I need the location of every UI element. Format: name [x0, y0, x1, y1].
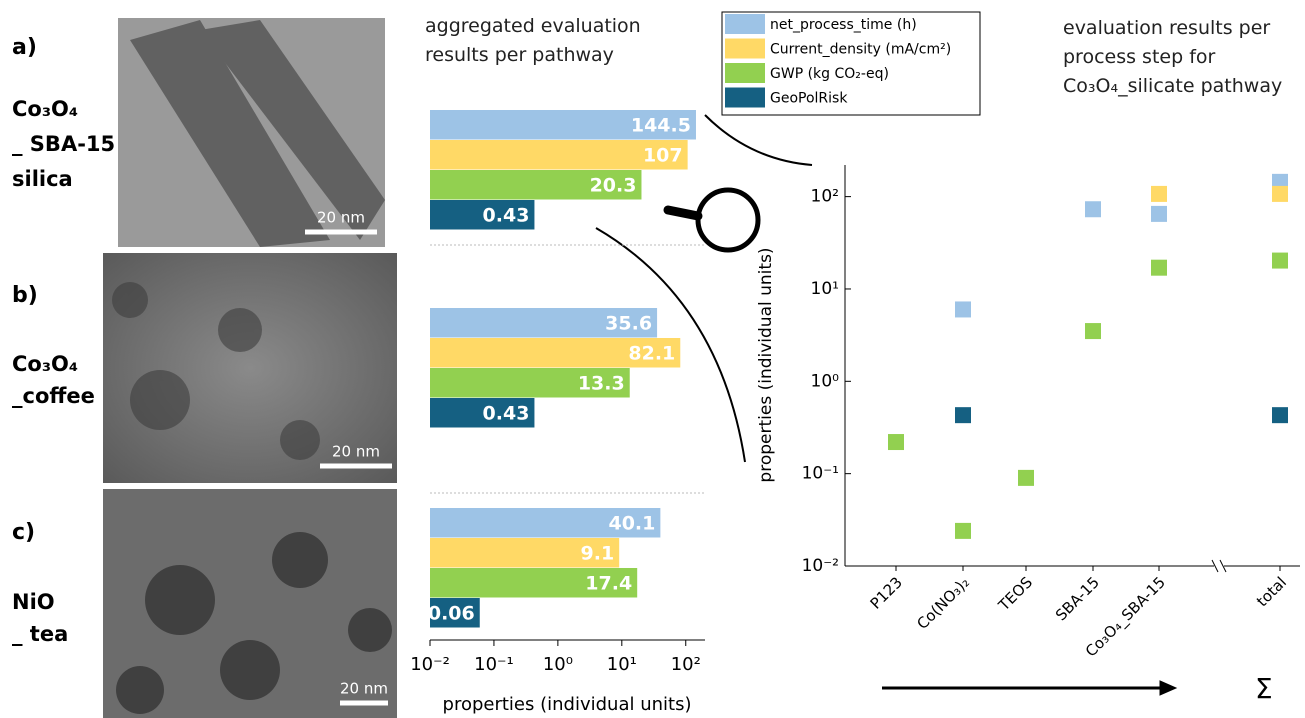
value-label: 144.5	[631, 114, 691, 136]
value-label: 9.1	[581, 542, 615, 564]
x-tick-label: Co(NO₃)₂	[913, 573, 973, 633]
legend-swatch	[725, 63, 765, 83]
sum-symbol: Σ	[1255, 672, 1273, 705]
point	[888, 434, 904, 451]
scale-bar-label: 20 nm	[317, 209, 365, 227]
panel-name: Co₃O₄	[12, 352, 78, 376]
panel-name: _coffee	[12, 384, 95, 408]
y-axis-label: properties (individual units)	[756, 247, 776, 482]
tem-image	[103, 253, 397, 483]
point	[1151, 185, 1167, 202]
bar	[430, 200, 535, 230]
bar	[430, 308, 658, 338]
bar	[430, 398, 535, 428]
bar	[430, 508, 661, 538]
value-label: 17.4	[585, 572, 632, 594]
y-tick-label: 10⁻¹	[802, 464, 839, 484]
legend-swatch	[725, 87, 765, 108]
y-tick-label: 10²	[811, 187, 839, 207]
x-axis-label: properties (individual units)	[443, 694, 692, 715]
panel-name: Co₃O₄	[12, 97, 78, 121]
panel-label: b)	[12, 283, 38, 308]
scale-bar-label: 20 nm	[340, 680, 388, 698]
value-label: 107	[643, 144, 683, 166]
value-label: 40.1	[608, 512, 655, 534]
panel-name: NiO	[12, 590, 55, 614]
legend-label: net_process_time (h)	[770, 17, 917, 33]
value-label: 20.3	[590, 174, 637, 196]
scale-bar-label: 20 nm	[332, 443, 380, 461]
x-tick-label: 10⁻¹	[474, 654, 514, 675]
point	[955, 522, 971, 539]
bar	[430, 338, 681, 368]
panel-name: _ SBA-15	[12, 132, 115, 156]
value-label: 82.1	[628, 342, 675, 364]
panel-label: c)	[12, 520, 35, 545]
legend-swatch	[725, 14, 765, 34]
x-tick-label: 10⁻²	[410, 654, 450, 675]
point	[1085, 201, 1101, 218]
legend-swatch	[725, 38, 765, 59]
panel-name: silica	[12, 167, 73, 191]
value-label: 0.43	[483, 204, 530, 226]
bar-title: aggregated evaluation results per pathwa…	[425, 15, 641, 66]
bar	[430, 170, 642, 200]
value-label: 35.6	[605, 312, 652, 334]
value-label: 13.3	[578, 372, 625, 394]
panel-name: _ tea	[12, 622, 68, 646]
x-tick-label: 10¹	[607, 654, 637, 675]
bar	[430, 368, 630, 398]
panel-label: a)	[12, 35, 37, 60]
x-tick-label: 10²	[671, 654, 701, 675]
point	[1272, 252, 1288, 269]
point	[1018, 469, 1034, 486]
x-tick-label: SBA-15	[1052, 573, 1103, 624]
x-tick-label: total	[1253, 573, 1290, 610]
point	[1085, 323, 1101, 340]
bar	[430, 110, 696, 140]
decorations	[595, 114, 1227, 696]
y-tick-label: 10¹	[811, 279, 839, 299]
point	[955, 301, 971, 318]
point	[1151, 205, 1167, 222]
x-tick-label: 10⁰	[543, 654, 573, 675]
legend-label: GWP (kg CO₂-eq)	[770, 66, 889, 82]
x-tick-label: TEOS	[994, 573, 1036, 615]
point	[1272, 185, 1288, 202]
scatter-title: evaluation results per process step for …	[1063, 17, 1283, 97]
point	[1151, 259, 1167, 276]
point	[1272, 407, 1288, 424]
y-tick-label: 10⁰	[811, 371, 840, 391]
point	[1272, 173, 1288, 190]
legend-label: GeoPolRisk	[770, 91, 848, 107]
bar	[430, 140, 688, 170]
value-label: 0.06	[428, 602, 475, 624]
point	[955, 407, 971, 424]
bar	[430, 538, 620, 568]
tem-images	[103, 18, 397, 718]
bar	[430, 598, 480, 628]
legend-label: Current_density (mA/cm²)	[770, 42, 951, 58]
y-tick-label: 10⁻²	[802, 556, 839, 576]
value-label: 0.43	[483, 402, 530, 424]
bar	[430, 568, 638, 598]
x-tick-label: P123	[867, 573, 906, 612]
